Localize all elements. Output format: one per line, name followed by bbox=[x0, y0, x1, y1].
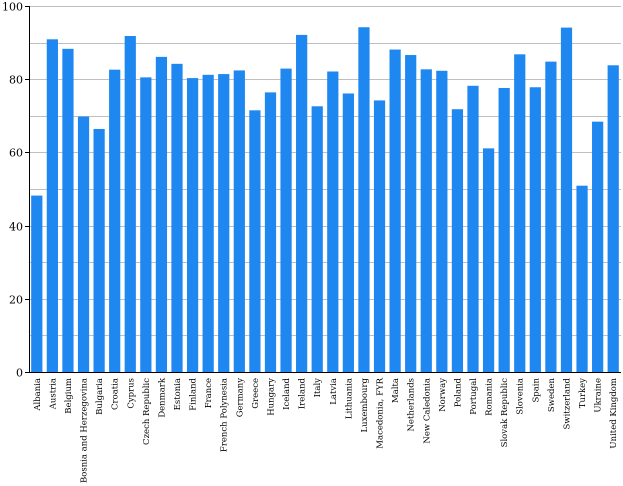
bar-italy bbox=[311, 106, 323, 372]
x-tick-label: Malta bbox=[391, 378, 401, 403]
x-tick-label: French Polynesia bbox=[220, 378, 230, 452]
bar-france bbox=[202, 74, 214, 372]
x-tick-label: Portugal bbox=[469, 378, 479, 415]
x-tick-label: Slovak Republic bbox=[500, 378, 510, 448]
x-tick-label: New Caledonia bbox=[422, 378, 432, 444]
y-tick-label: 80 bbox=[9, 74, 23, 87]
y-tick-label: 60 bbox=[9, 147, 23, 160]
bar-ukraine bbox=[592, 121, 604, 372]
bar-lithuania bbox=[342, 93, 354, 372]
x-tick-label: Albania bbox=[33, 378, 43, 412]
x-tick-label: Finland bbox=[189, 377, 199, 410]
x-tick-label: Germany bbox=[235, 378, 245, 417]
bar-poland bbox=[451, 109, 464, 373]
axes bbox=[29, 6, 621, 373]
x-tick-label: Bulgaria bbox=[95, 378, 105, 415]
bar-french-polynesia bbox=[218, 74, 230, 372]
bar-belgium bbox=[62, 48, 74, 372]
bar-united-kingdom bbox=[607, 65, 619, 372]
x-tick-label: Romania bbox=[485, 378, 495, 416]
bar-czech-republic bbox=[140, 77, 152, 373]
x-tick-label: Spain bbox=[531, 377, 541, 402]
bar-new-caledonia bbox=[420, 69, 432, 372]
x-tick-label: Norway bbox=[438, 378, 448, 412]
x-tick-label: Slovenia bbox=[516, 378, 526, 415]
x-tick-label: Greece bbox=[251, 378, 261, 409]
bar-netherlands bbox=[405, 55, 417, 372]
x-axis-tick-labels: Albania Austria Belgium Bosnia and Herzegov… bbox=[33, 377, 619, 483]
bar-romania bbox=[482, 148, 495, 372]
bar-hungary bbox=[264, 92, 277, 372]
x-tick-label: Iceland bbox=[282, 377, 292, 409]
x-tick-label: Ukraine bbox=[594, 378, 604, 413]
x-tick-label: Sweden bbox=[547, 377, 557, 412]
bar-ireland bbox=[296, 34, 308, 372]
bar-bulgaria bbox=[93, 128, 105, 372]
bar-switzerland bbox=[560, 27, 573, 373]
bar-cyprus bbox=[124, 36, 136, 372]
x-tick-label: Bosnia and Herzegovina bbox=[80, 378, 90, 483]
bar-estonia bbox=[171, 63, 183, 372]
bar-denmark bbox=[155, 56, 168, 373]
x-tick-label: France bbox=[204, 378, 214, 408]
x-tick-label: Netherlands bbox=[407, 378, 417, 432]
bar-spain bbox=[529, 87, 541, 372]
bar-macedonia-fyr bbox=[373, 100, 386, 373]
bar-luxembourg bbox=[358, 27, 370, 372]
x-tick-label: Austria bbox=[48, 378, 58, 410]
x-tick-label: Denmark bbox=[157, 377, 167, 418]
x-tick-label: Estonia bbox=[173, 378, 183, 410]
bar-slovak-republic bbox=[498, 87, 510, 372]
bar-portugal bbox=[467, 85, 479, 372]
x-tick-label: Switzerland bbox=[562, 377, 572, 429]
x-tick-label: Ireland bbox=[298, 377, 308, 409]
bars bbox=[31, 27, 619, 373]
x-tick-label: Lithuania bbox=[344, 378, 354, 419]
x-tick-label: United Kingdom bbox=[609, 378, 619, 449]
y-tick-label: 100 bbox=[2, 1, 23, 14]
x-tick-label: Cyprus bbox=[126, 378, 136, 409]
x-tick-label: Croatia bbox=[111, 378, 121, 410]
bar-iceland bbox=[280, 68, 292, 372]
x-tick-label: Luxembourg bbox=[360, 377, 370, 432]
x-tick-label: Poland bbox=[453, 377, 463, 407]
bar-greece bbox=[249, 110, 261, 372]
y-tick-label: 20 bbox=[9, 294, 23, 307]
bar-turkey bbox=[576, 185, 588, 372]
y-tick-label: 40 bbox=[9, 221, 23, 234]
x-tick-label: Hungary bbox=[266, 378, 276, 416]
bar-norway bbox=[436, 70, 448, 372]
bar-albania bbox=[31, 195, 43, 372]
bar-bosnia-and-herzegovina bbox=[77, 116, 90, 372]
y-tick-label: 0 bbox=[16, 367, 23, 380]
bar-austria bbox=[46, 39, 58, 373]
bar-germany bbox=[233, 70, 245, 373]
x-tick-label: Turkey bbox=[578, 378, 588, 408]
x-tick-label: Italy bbox=[313, 378, 323, 398]
x-tick-label: Macedonia, FYR bbox=[376, 377, 386, 448]
bar-malta bbox=[389, 49, 401, 373]
x-tick-label: Belgium bbox=[64, 378, 74, 414]
x-tick-label: Czech Republic bbox=[142, 378, 152, 445]
bar-croatia bbox=[109, 69, 121, 373]
bar-sweden bbox=[545, 61, 557, 372]
x-tick-label: Latvia bbox=[329, 378, 339, 405]
bar-finland bbox=[186, 78, 199, 372]
y-axis-tick-labels: 0 20 40 60 80 100 bbox=[2, 1, 29, 380]
bar-latvia bbox=[327, 71, 339, 372]
bar-slovenia bbox=[514, 54, 526, 373]
